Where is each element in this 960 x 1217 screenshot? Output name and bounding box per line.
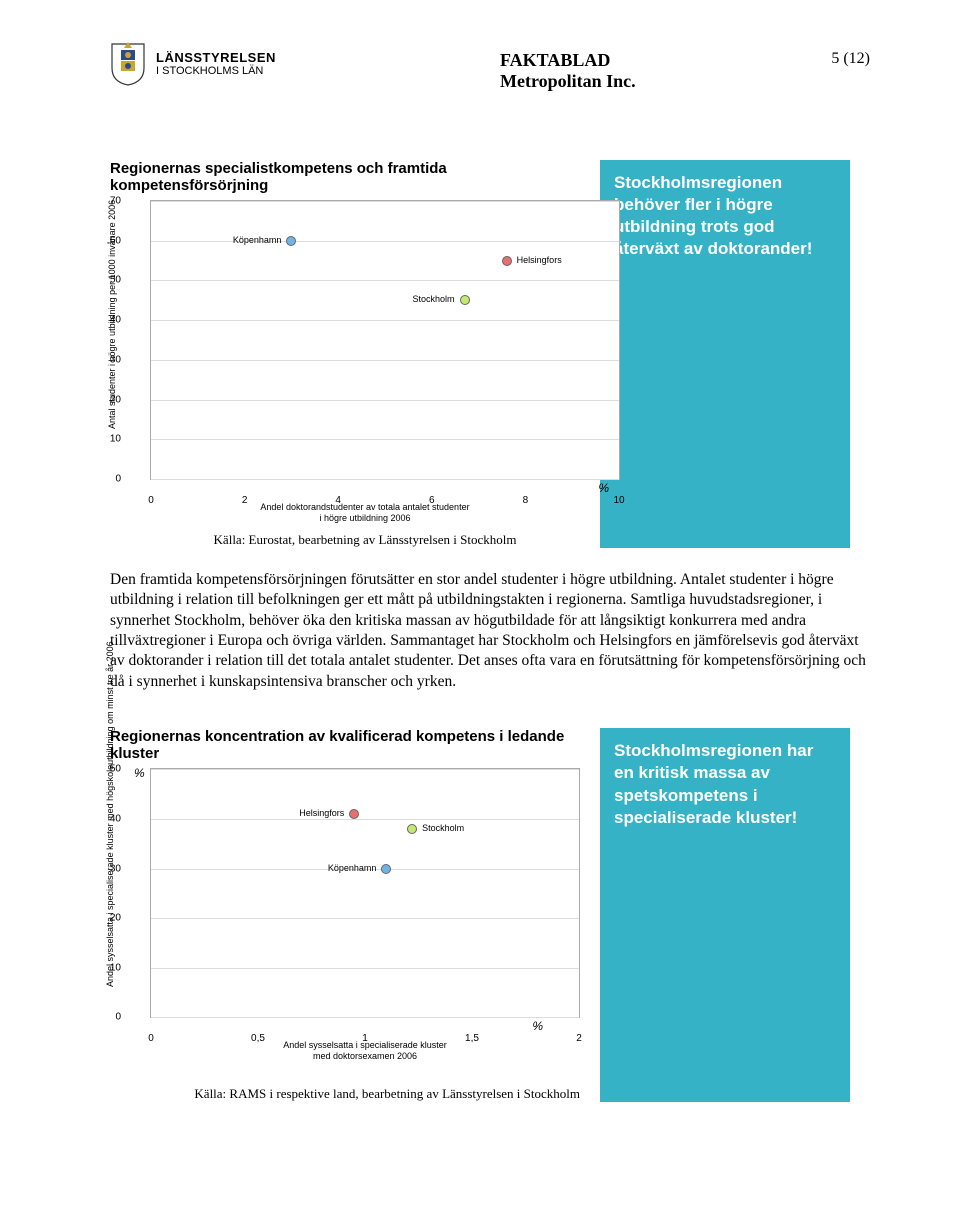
chart1-x-label: Andel doktorandstudenter av totala antal… <box>150 502 580 524</box>
scatter-point-label: Stockholm <box>413 294 455 304</box>
scatter-point <box>502 256 512 266</box>
row-chart1: Regionernas specialistkompetens och fram… <box>110 160 870 548</box>
org-name: LÄNSSTYRELSEN I STOCKHOLMS LÄN <box>156 50 276 77</box>
callout-1: Stockholmsregionen behöver fler i högre … <box>600 160 850 548</box>
doc-title-block: FAKTABLAD Metropolitan Inc. <box>500 50 636 92</box>
chart2-plot: Andel sysselsatta i specialiserade klust… <box>150 768 580 1018</box>
chart2-source: Källa: RAMS i respektive land, bearbetni… <box>150 1086 580 1102</box>
scatter-point <box>349 809 359 819</box>
chart2-container: Regionernas koncentration av kvalificera… <box>110 728 580 1102</box>
chart1-plot: Antal studenter i högre utbildning per 1… <box>150 200 620 480</box>
scatter-point-label: Stockholm <box>422 823 464 833</box>
callout-2: Stockholmsregionen har en kritisk massa … <box>600 728 850 1102</box>
org-line1: LÄNSSTYRELSEN <box>156 50 276 65</box>
chart2-y-pct: % <box>134 766 145 780</box>
body-paragraph: Den framtida kompetensförsörjningen föru… <box>110 570 870 693</box>
page: LÄNSSTYRELSEN I STOCKHOLMS LÄN FAKTABLAD… <box>0 0 960 1217</box>
row-chart2: Regionernas koncentration av kvalificera… <box>110 728 870 1102</box>
chart1-source: Källa: Eurostat, bearbetning av Länsstyr… <box>150 532 580 548</box>
scatter-point-label: Köpenhamn <box>328 863 377 873</box>
chart1-container: Regionernas specialistkompetens och fram… <box>110 160 580 548</box>
scatter-point <box>286 236 296 246</box>
org-line2: I STOCKHOLMS LÄN <box>156 65 276 77</box>
crest-icon <box>110 40 146 86</box>
scatter-point-label: Köpenhamn <box>233 235 282 245</box>
scatter-point <box>460 295 470 305</box>
scatter-point <box>381 864 391 874</box>
scatter-point-label: Helsingfors <box>299 808 344 818</box>
page-number: 5 (12) <box>831 50 870 68</box>
chart1-x-pct: % <box>598 481 609 495</box>
page-header: LÄNSSTYRELSEN I STOCKHOLMS LÄN FAKTABLAD… <box>110 40 870 120</box>
org-logo-block: LÄNSSTYRELSEN I STOCKHOLMS LÄN <box>110 40 276 86</box>
chart2-x-pct: % <box>532 1019 543 1033</box>
chart1-title: Regionernas specialistkompetens och fram… <box>110 160 580 194</box>
scatter-point-label: Helsingfors <box>517 255 562 265</box>
doc-subtitle: Metropolitan Inc. <box>500 71 636 92</box>
scatter-point <box>407 824 417 834</box>
doc-title: FAKTABLAD <box>500 50 636 71</box>
chart2-title: Regionernas koncentration av kvalificera… <box>110 728 580 762</box>
